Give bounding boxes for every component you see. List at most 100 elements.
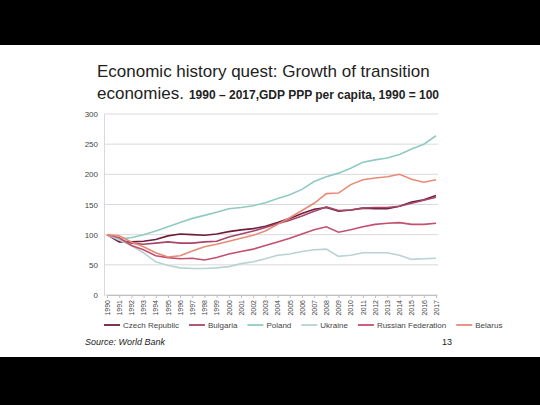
y-tick: 100 bbox=[85, 231, 104, 240]
x-tick-label: 1990 bbox=[104, 300, 111, 316]
x-tick-mark bbox=[180, 295, 181, 298]
x-tick: 1998 bbox=[201, 295, 208, 316]
x-tick-mark bbox=[241, 295, 242, 298]
x-tick: 1993 bbox=[140, 295, 147, 316]
x-tick-mark bbox=[253, 295, 254, 298]
x-tick: 2010 bbox=[347, 295, 354, 316]
legend-item: Poland bbox=[247, 321, 291, 330]
x-tick-mark bbox=[326, 295, 327, 298]
background bbox=[0, 0, 540, 405]
x-tick-mark bbox=[204, 295, 205, 298]
x-tick: 2012 bbox=[372, 295, 379, 316]
x-tick: 2003 bbox=[262, 295, 269, 316]
x-tick-label: 2007 bbox=[311, 300, 318, 316]
x-tick: 2004 bbox=[274, 295, 281, 316]
series-line bbox=[107, 235, 436, 269]
x-tick-label: 2008 bbox=[323, 300, 330, 316]
legend-swatch bbox=[104, 324, 120, 326]
x-tick-label: 2015 bbox=[408, 300, 415, 316]
x-tick-label: 1993 bbox=[140, 300, 147, 316]
x-tick-mark bbox=[375, 295, 376, 298]
grid bbox=[104, 114, 438, 295]
slide bbox=[0, 45, 540, 357]
source: Source: World Bank bbox=[85, 337, 166, 347]
x-tick-mark bbox=[131, 295, 132, 298]
x-tick-mark bbox=[156, 295, 157, 298]
x-tick-label: 2005 bbox=[287, 300, 294, 316]
series-line bbox=[107, 197, 436, 244]
y-tick-label: 250 bbox=[85, 140, 99, 149]
x-tick-mark bbox=[339, 295, 340, 298]
legend-label: Belarus bbox=[475, 321, 502, 330]
x-tick-mark bbox=[119, 295, 120, 298]
y-tick: 0 bbox=[94, 291, 104, 300]
x-tick-label: 2001 bbox=[238, 300, 245, 316]
y-tick: 150 bbox=[85, 201, 104, 210]
x-tick-label: 2017 bbox=[433, 300, 440, 316]
chart: Economic history quest: Growth of transi… bbox=[0, 0, 540, 405]
x-tick-mark bbox=[168, 295, 169, 298]
legend-label: Poland bbox=[266, 321, 291, 330]
grid-line bbox=[104, 174, 438, 175]
x-tick: 1992 bbox=[128, 295, 135, 316]
y-tick-label: 50 bbox=[89, 261, 98, 270]
legend-label: Ukraine bbox=[320, 321, 348, 330]
x-tick-label: 1995 bbox=[165, 300, 172, 316]
grid-line bbox=[104, 264, 438, 265]
y-tick-label: 300 bbox=[85, 110, 99, 119]
x-tick-mark bbox=[192, 295, 193, 298]
y-axis-line bbox=[104, 115, 105, 296]
x-tick-label: 2013 bbox=[384, 300, 391, 316]
x-tick: 1991 bbox=[116, 295, 123, 316]
x-tick-label: 2016 bbox=[421, 300, 428, 316]
y-axis: 0 50 100 150 200 250 300 bbox=[85, 110, 105, 300]
y-tick: 300 bbox=[85, 110, 104, 119]
x-axis: 1990 1991 1992 1993 1994 1995 1996 1997 1998 1999… bbox=[104, 295, 440, 316]
x-tick: 2002 bbox=[250, 295, 257, 316]
x-tick-label: 1997 bbox=[189, 300, 196, 316]
y-tick: 50 bbox=[89, 261, 104, 270]
x-tick-label: 1994 bbox=[152, 300, 159, 316]
x-tick-mark bbox=[387, 295, 388, 298]
x-tick-mark bbox=[436, 295, 437, 298]
x-tick: 1994 bbox=[152, 295, 159, 316]
legend-swatch bbox=[358, 324, 374, 326]
x-tick: 2011 bbox=[360, 295, 367, 315]
x-tick-mark bbox=[302, 295, 303, 298]
x-tick-label: 1998 bbox=[201, 300, 208, 316]
legend: Czech RepublicBulgariaPolandUkraineRussi… bbox=[104, 321, 502, 330]
x-tick-label: 1992 bbox=[128, 300, 135, 316]
x-tick-label: 1999 bbox=[213, 300, 220, 316]
x-tick-label: 1996 bbox=[177, 300, 184, 316]
x-tick: 2017 bbox=[433, 295, 440, 316]
legend-label: Russian Federation bbox=[377, 321, 446, 330]
x-tick-label: 2002 bbox=[250, 300, 257, 316]
lines bbox=[107, 136, 436, 269]
x-axis-line bbox=[108, 296, 437, 299]
legend-swatch bbox=[301, 324, 317, 326]
x-tick-label: 2010 bbox=[347, 300, 354, 316]
x-tick-label: 2006 bbox=[299, 300, 306, 316]
legend-item: Belarus bbox=[456, 321, 502, 330]
x-tick-mark bbox=[363, 295, 364, 298]
x-tick-mark bbox=[424, 295, 425, 298]
x-tick-mark bbox=[278, 295, 279, 298]
x-tick-mark bbox=[412, 295, 413, 298]
x-tick: 1997 bbox=[189, 295, 196, 316]
x-tick-mark bbox=[144, 295, 145, 298]
legend-label: Bulgaria bbox=[208, 321, 238, 330]
y-tick-label: 200 bbox=[85, 170, 99, 179]
grid-line bbox=[104, 234, 438, 235]
y-tick-label: 0 bbox=[94, 291, 99, 300]
grid-line bbox=[104, 114, 438, 115]
y-tick: 200 bbox=[85, 170, 104, 179]
x-tick-label: 2003 bbox=[262, 300, 269, 316]
y-tick-label: 150 bbox=[85, 201, 99, 210]
x-tick-mark bbox=[351, 295, 352, 298]
x-tick: 1996 bbox=[177, 295, 184, 316]
y-tick-label: 100 bbox=[85, 231, 99, 240]
legend-swatch bbox=[247, 324, 263, 326]
x-tick-mark bbox=[290, 295, 291, 298]
x-tick-mark bbox=[107, 295, 108, 298]
x-tick: 2001 bbox=[238, 295, 245, 316]
